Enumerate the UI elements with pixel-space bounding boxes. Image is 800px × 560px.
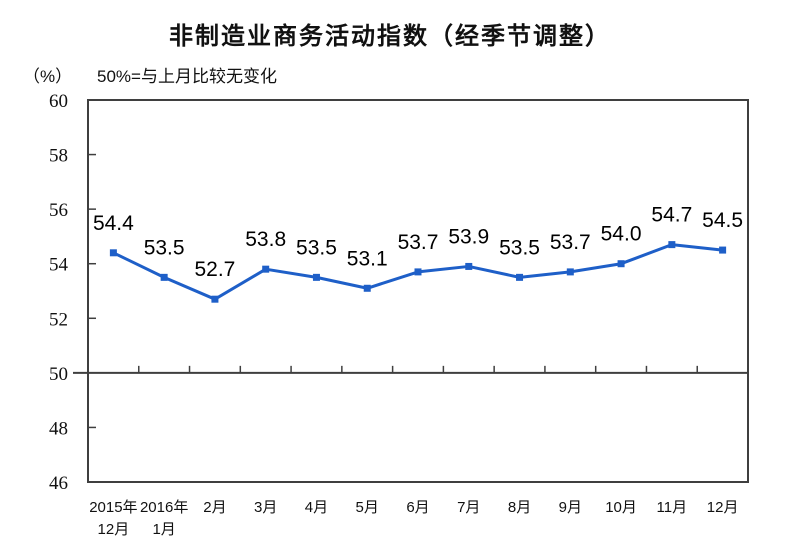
x-axis-tick-label: 6月 — [406, 499, 429, 516]
data-point-marker — [363, 284, 371, 292]
plot-border — [87, 99, 749, 483]
y-axis-tick-label: 52 — [49, 309, 68, 330]
data-point-marker — [312, 273, 320, 281]
data-label: 54.4 — [93, 212, 134, 235]
y-axis-tick-label: 60 — [49, 91, 68, 112]
data-point-marker — [668, 241, 676, 249]
data-point-marker — [516, 273, 524, 281]
data-label: 52.7 — [194, 258, 235, 281]
data-point-marker — [160, 273, 168, 281]
data-point-marker — [617, 260, 625, 268]
data-point-marker — [414, 268, 422, 276]
data-point-marker — [465, 262, 473, 270]
data-point-marker — [566, 268, 574, 276]
data-label: 53.7 — [398, 231, 439, 254]
x-axis-tick-label: 10月 — [605, 499, 637, 516]
chart-subtitle: 50%=与上月比较无变化 — [97, 67, 277, 86]
data-label: 54.5 — [702, 209, 743, 232]
x-axis-tick-label: 11月 — [657, 499, 688, 516]
x-axis-tick-label: 2015年 — [89, 499, 137, 516]
y-axis-tick-label: 54 — [49, 255, 69, 276]
x-axis-tick-label: 2月 — [203, 499, 226, 516]
y-axis-tick-label: 46 — [49, 473, 68, 494]
x-axis-tick-label: 5月 — [356, 499, 379, 516]
data-label: 53.5 — [499, 236, 540, 259]
data-point-marker — [262, 265, 270, 273]
data-label: 53.1 — [347, 247, 388, 270]
y-axis-tick-label: 48 — [49, 418, 68, 439]
x-axis-tick-label: 3月 — [254, 499, 277, 516]
chart-title: 非制造业商务活动指数（经季节调整） — [169, 23, 611, 50]
data-label: 53.7 — [550, 231, 591, 254]
data-label: 54.7 — [651, 204, 692, 227]
data-label: 53.8 — [245, 228, 286, 251]
y-axis-unit-label: （%） — [23, 67, 73, 86]
data-point-marker — [109, 249, 117, 257]
y-axis-tick-label: 56 — [49, 200, 68, 221]
x-axis-tick-label: 7月 — [457, 499, 480, 516]
data-point-marker — [211, 295, 219, 303]
x-axis-tick-label: 8月 — [508, 499, 531, 516]
data-label: 54.0 — [601, 223, 642, 246]
x-axis-tick-label: 12月 — [707, 499, 739, 516]
x-axis-tick-label: 12月 — [98, 521, 130, 538]
data-label: 53.5 — [144, 236, 185, 259]
y-axis-tick-label: 58 — [49, 146, 68, 167]
y-axis-tick-label: 50 — [49, 364, 68, 385]
data-label: 53.9 — [448, 225, 489, 248]
x-axis-tick-label: 2016年 — [140, 499, 188, 516]
x-axis-tick-label: 1月 — [152, 521, 175, 538]
data-label: 53.5 — [296, 236, 337, 259]
data-point-marker — [719, 246, 727, 254]
x-axis-tick-label: 9月 — [559, 499, 582, 516]
x-axis-tick-label: 4月 — [305, 499, 328, 516]
